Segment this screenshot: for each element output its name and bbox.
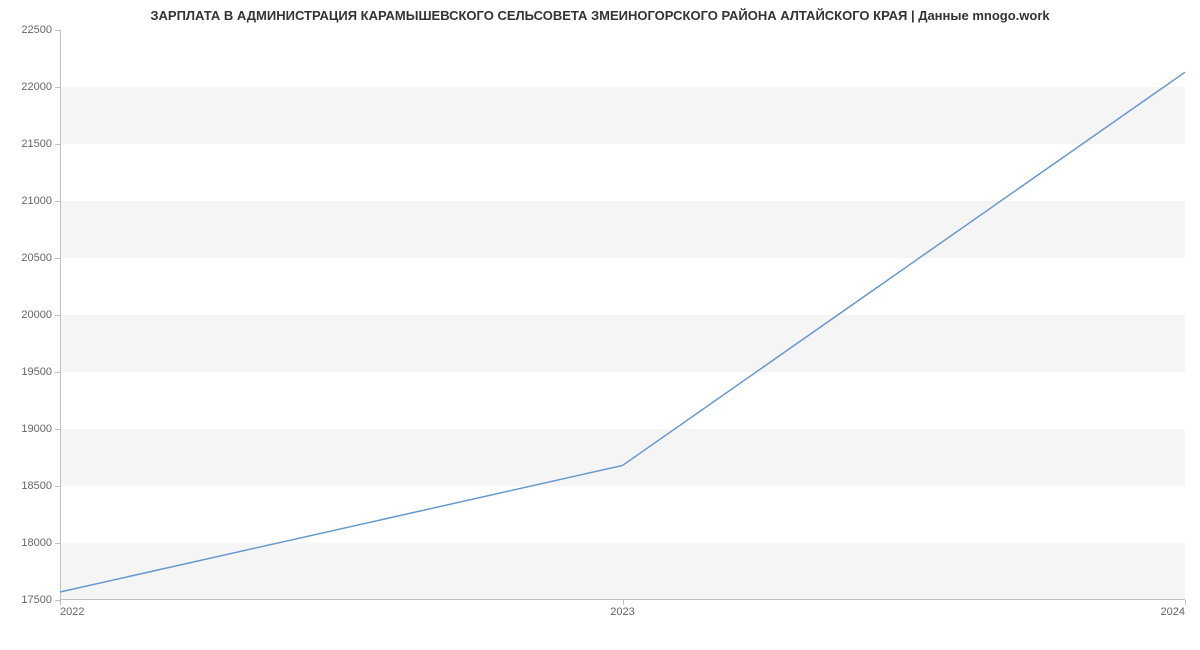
x-tick-label: 2024 [1161,600,1185,618]
x-tick-mark [60,600,61,605]
series-line [60,72,1185,592]
x-tick-mark [623,600,624,605]
x-tick-mark [1185,600,1186,605]
chart-title: ЗАРПЛАТА В АДМИНИСТРАЦИЯ КАРАМЫШЕВСКОГО … [0,0,1200,23]
x-tick-label: 2022 [60,600,84,618]
chart-plot-area: 1750018000185001900019500200002050021000… [60,30,1185,600]
line-series [60,30,1185,600]
